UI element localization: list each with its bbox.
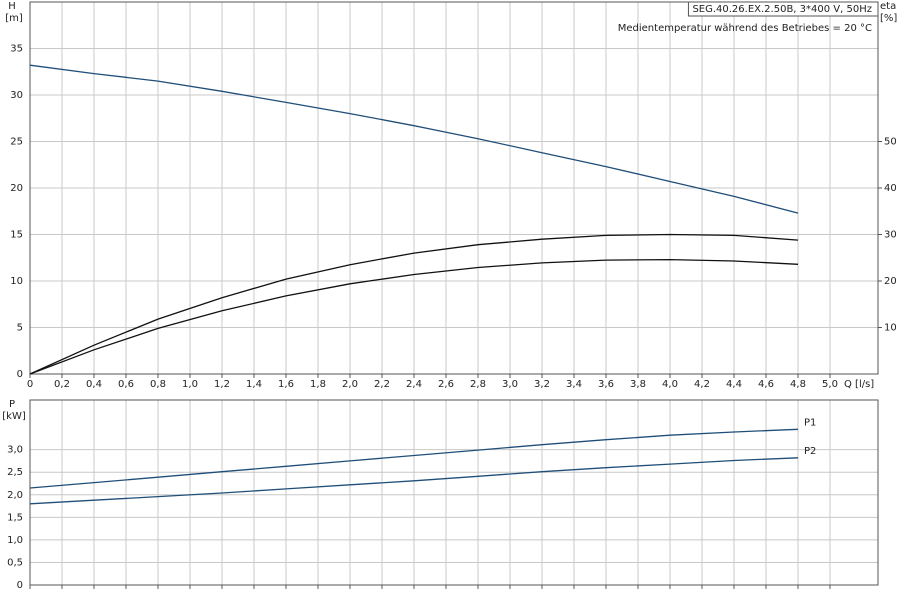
x-axis-label: Q [l/s] — [844, 379, 874, 390]
x-tick-label: 0 — [27, 379, 33, 390]
y-axis-unit: [kW] — [2, 411, 26, 422]
y-tick-label: 1,5 — [7, 512, 23, 523]
y-axis-label: P — [9, 399, 15, 410]
y-tick-label: 0,5 — [7, 557, 23, 568]
y2-axis-label: eta — [880, 1, 896, 12]
y-tick-label: 0 — [17, 580, 23, 591]
y-tick-label: 0 — [17, 369, 23, 380]
series-line — [29, 233, 799, 375]
y-tick-label: 15 — [10, 230, 23, 241]
y-tick-label: 20 — [10, 183, 23, 194]
series-line — [29, 457, 799, 505]
x-tick-label: 3,4 — [566, 379, 582, 390]
series-label: P1 — [804, 417, 816, 428]
y-tick-label: 3,0 — [7, 445, 23, 456]
series-line — [29, 428, 799, 489]
y2-tick-label: 50 — [884, 137, 897, 148]
x-tick-label: 4,6 — [758, 379, 774, 390]
plot-frame — [29, 1, 879, 375]
x-tick-label: 0,2 — [54, 379, 70, 390]
series-line — [29, 64, 799, 214]
x-tick-label: 3,6 — [598, 379, 614, 390]
x-tick-label: 1,2 — [214, 379, 230, 390]
x-tick-label: 3,2 — [534, 379, 550, 390]
x-tick-label: 4,0 — [662, 379, 678, 390]
x-tick-label: 5,0 — [822, 379, 838, 390]
x-tick-label: 0,6 — [118, 379, 134, 390]
y-tick-label: 2,0 — [7, 490, 23, 501]
y2-tick-label: 10 — [884, 323, 897, 334]
plot-frame — [29, 399, 879, 586]
x-tick-label: 0,8 — [150, 379, 166, 390]
x-tick-label: 1,4 — [246, 379, 262, 390]
x-tick-label: 2,0 — [342, 379, 358, 390]
y-tick-label: 10 — [10, 276, 23, 287]
x-tick-label: 0,4 — [86, 379, 102, 390]
annotation-box — [687, 1, 879, 17]
y-tick-label: 5 — [17, 323, 23, 334]
y-tick-label: 2,5 — [7, 467, 23, 478]
y2-tick-label: 40 — [884, 183, 897, 194]
annotation: SEG.40.26.EX.2.50B, 3*400 V, 50Hz — [692, 4, 872, 15]
y-tick-label: 25 — [10, 137, 23, 148]
x-tick-label: 2,2 — [374, 379, 390, 390]
y2-tick-label: 20 — [884, 276, 897, 287]
x-tick-label: 3,0 — [502, 379, 518, 390]
x-tick-label: 4,2 — [694, 379, 710, 390]
x-tick-label: 3,8 — [630, 379, 646, 390]
y-tick-label: 1,0 — [7, 535, 23, 546]
x-tick-label: 1,6 — [278, 379, 294, 390]
series-label: P2 — [804, 446, 816, 457]
x-tick-label: 1,0 — [182, 379, 198, 390]
y-axis-label: H — [8, 1, 16, 12]
x-tick-label: 2,8 — [470, 379, 486, 390]
y2-tick-label: 30 — [884, 230, 897, 241]
y-tick-label: 35 — [10, 44, 23, 55]
y-tick-label: 30 — [10, 90, 23, 101]
series-line — [29, 258, 799, 375]
x-tick-label: 2,4 — [406, 379, 422, 390]
y-axis-unit: [m] — [5, 13, 23, 24]
x-tick-label: 4,4 — [726, 379, 742, 390]
x-tick-label: 4,8 — [790, 379, 806, 390]
x-tick-label: 1,8 — [310, 379, 326, 390]
y2-axis-unit: [%] — [880, 13, 897, 24]
x-tick-label: 2,6 — [438, 379, 454, 390]
annotation: Medientemperatur während des Betriebes =… — [618, 23, 872, 34]
